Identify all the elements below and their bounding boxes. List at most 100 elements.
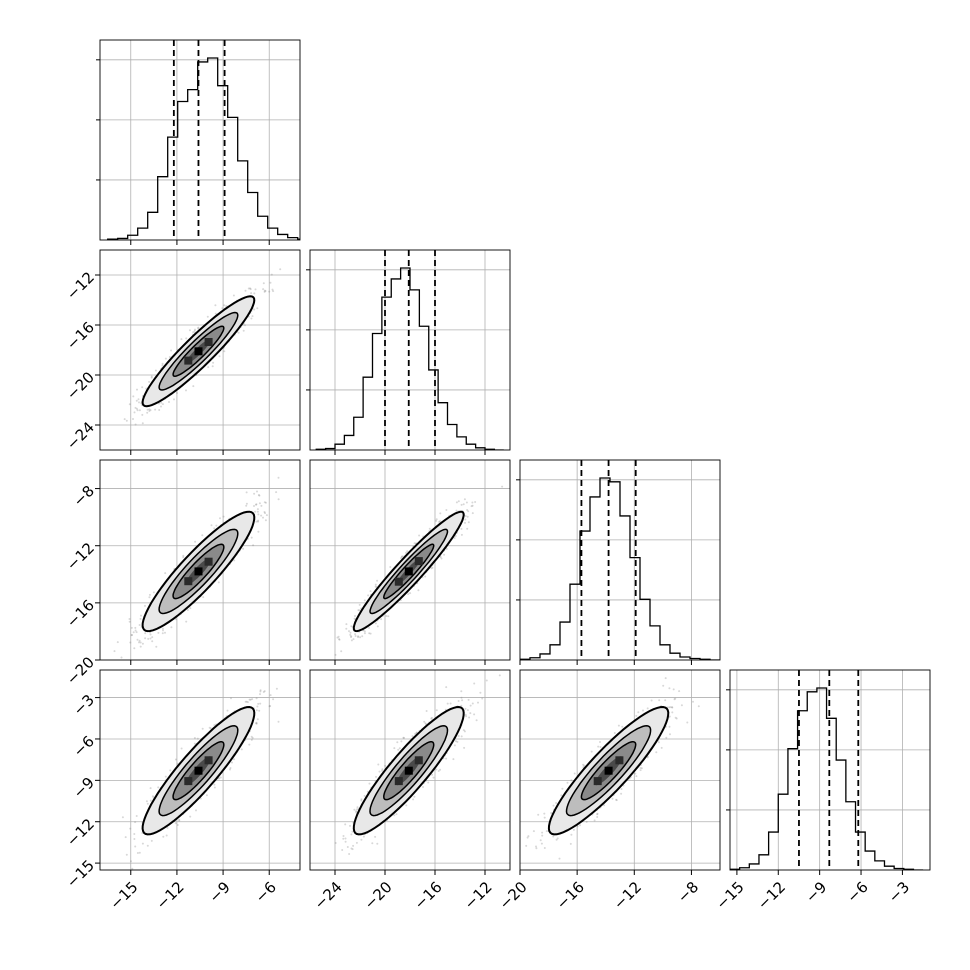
density-cell	[194, 567, 203, 576]
sample-point	[144, 637, 147, 640]
sample-point	[279, 268, 282, 271]
histogram-step	[107, 57, 300, 240]
sample-point	[354, 635, 357, 637]
sample-point	[349, 631, 352, 634]
sample-point	[348, 630, 350, 633]
sample-point	[212, 361, 215, 364]
sample-point	[125, 419, 128, 422]
y-tick-label: −16	[63, 318, 98, 353]
sample-point	[193, 737, 196, 739]
sample-point	[219, 517, 221, 520]
sample-point	[134, 629, 137, 632]
sample-point	[213, 527, 216, 530]
sample-point	[268, 290, 271, 293]
sample-point	[439, 512, 442, 515]
sample-point	[277, 498, 280, 501]
sample-point	[256, 508, 259, 511]
sample-point	[262, 516, 264, 519]
sample-point	[400, 557, 402, 560]
sample-point	[136, 638, 139, 641]
sample-point	[162, 835, 165, 838]
sample-point	[150, 376, 153, 379]
sample-point	[249, 288, 252, 291]
sample-point	[141, 386, 144, 389]
sample-point	[176, 392, 178, 394]
sample-point	[160, 401, 163, 404]
sample-point	[164, 357, 167, 360]
sample-point	[258, 494, 261, 497]
sample-point	[435, 519, 438, 522]
sample-point	[245, 504, 248, 507]
sample-point	[418, 534, 421, 537]
sample-point	[120, 656, 123, 659]
sample-point	[134, 423, 137, 426]
sample-point	[242, 329, 245, 332]
sample-point	[454, 535, 457, 537]
sample-point	[149, 633, 152, 636]
sample-point	[413, 542, 416, 545]
sample-point	[139, 641, 142, 644]
sample-point	[253, 292, 256, 295]
sample-point	[138, 641, 140, 644]
sample-point	[374, 622, 377, 625]
sample-point	[208, 726, 211, 729]
sample-point	[192, 385, 195, 388]
sample-point	[123, 418, 126, 421]
sample-point	[376, 625, 379, 628]
panel-1-1	[306, 249, 511, 455]
sample-point	[245, 502, 248, 505]
sample-point	[158, 409, 161, 411]
sample-point	[136, 409, 139, 412]
sample-point	[214, 312, 217, 315]
sample-point	[173, 398, 175, 401]
sample-point	[223, 304, 226, 307]
sample-point	[353, 617, 356, 620]
sample-point	[174, 822, 177, 825]
sample-point	[368, 632, 371, 635]
sample-point	[237, 331, 240, 334]
density-cell	[194, 347, 203, 356]
sample-point	[151, 795, 154, 798]
sample-point	[257, 513, 260, 516]
sample-point	[188, 329, 191, 332]
sample-point	[345, 627, 348, 630]
sample-point	[387, 615, 390, 618]
sample-point	[180, 338, 183, 341]
sample-point	[254, 288, 257, 291]
sample-point	[368, 626, 370, 629]
sample-point	[431, 566, 434, 569]
sample-point	[133, 647, 136, 650]
sample-point	[464, 518, 467, 521]
sample-point	[435, 518, 438, 521]
sample-point	[175, 618, 177, 621]
sample-point	[250, 536, 253, 539]
density-cell	[184, 356, 193, 365]
sample-point	[264, 501, 267, 504]
sample-point	[357, 635, 360, 638]
sample-point	[213, 783, 216, 786]
panel-1-0: −24−20−16−12	[63, 249, 301, 455]
sample-point	[474, 501, 477, 503]
sample-point	[256, 510, 259, 513]
sample-point	[256, 705, 259, 708]
sample-point	[257, 520, 259, 523]
sample-point	[439, 556, 442, 559]
density-cell	[204, 338, 213, 346]
sample-point	[277, 476, 280, 479]
sample-point	[201, 534, 204, 537]
panel-3-0: −15−12−9−6−3−15 −12 −9 −6	[63, 669, 301, 913]
sample-point	[354, 615, 356, 617]
sample-point	[182, 554, 185, 557]
sample-point	[249, 287, 252, 290]
sample-point	[363, 630, 366, 633]
sample-point	[264, 519, 267, 522]
sample-point	[464, 515, 467, 517]
sample-point	[466, 527, 469, 530]
sample-point	[245, 491, 248, 494]
sample-point	[270, 273, 273, 276]
sample-point	[128, 618, 131, 620]
sample-point	[409, 592, 412, 595]
sample-point	[467, 521, 470, 524]
sample-point	[136, 388, 138, 391]
sample-point	[128, 620, 131, 623]
